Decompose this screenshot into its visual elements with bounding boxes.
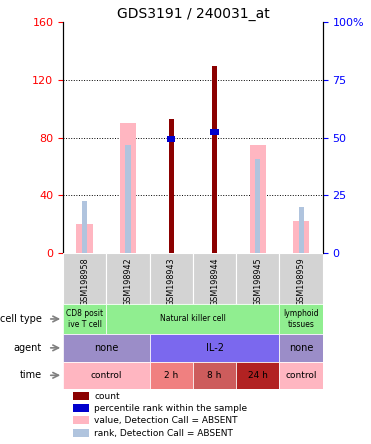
Bar [106,304,279,334]
Bar [236,253,279,304]
Text: GSM198945: GSM198945 [253,258,262,306]
Bar [193,253,236,304]
Bar [150,361,193,389]
Text: GSM198942: GSM198942 [124,258,132,306]
Bar [120,123,136,253]
Bar [63,334,150,361]
Bar [250,145,266,253]
Text: 8 h: 8 h [207,371,222,380]
Bar [63,304,106,334]
Bar [73,392,89,400]
Text: count: count [94,392,120,401]
Bar [210,129,219,135]
Bar [299,207,304,253]
Text: GSM198944: GSM198944 [210,258,219,306]
Text: 2 h: 2 h [164,371,178,380]
Bar [169,119,174,253]
Text: rank, Detection Call = ABSENT: rank, Detection Call = ABSENT [94,429,233,438]
Bar [150,334,279,361]
Bar [212,66,217,253]
Bar [167,136,175,143]
Bar [125,145,131,253]
Text: none: none [94,343,119,353]
Text: GSM198958: GSM198958 [80,258,89,306]
Bar [76,224,93,253]
Text: percentile rank within the sample: percentile rank within the sample [94,404,247,413]
Bar [236,361,279,389]
Bar [82,201,87,253]
Bar [63,361,150,389]
Bar [73,429,89,437]
Text: control: control [285,371,317,380]
Text: cell type: cell type [0,314,42,324]
Text: GSM198959: GSM198959 [297,258,306,306]
Bar [106,253,150,304]
Text: 24 h: 24 h [248,371,268,380]
Text: none: none [289,343,313,353]
Title: GDS3191 / 240031_at: GDS3191 / 240031_at [116,7,269,21]
Text: CD8 posit
ive T cell: CD8 posit ive T cell [66,309,103,329]
Text: GSM198943: GSM198943 [167,258,176,306]
Bar [279,334,323,361]
Bar [279,253,323,304]
Bar [63,253,106,304]
Bar [73,416,89,424]
Bar [150,253,193,304]
Text: value, Detection Call = ABSENT: value, Detection Call = ABSENT [94,416,238,425]
Text: agent: agent [13,343,42,353]
Bar [73,404,89,412]
Text: time: time [19,370,42,381]
Bar [193,361,236,389]
Text: control: control [91,371,122,380]
Text: lymphoid
tissues: lymphoid tissues [283,309,319,329]
Bar [279,304,323,334]
Text: IL-2: IL-2 [206,343,224,353]
Text: Natural killer cell: Natural killer cell [160,314,226,324]
Bar [279,361,323,389]
Bar [255,159,260,253]
Bar [293,222,309,253]
